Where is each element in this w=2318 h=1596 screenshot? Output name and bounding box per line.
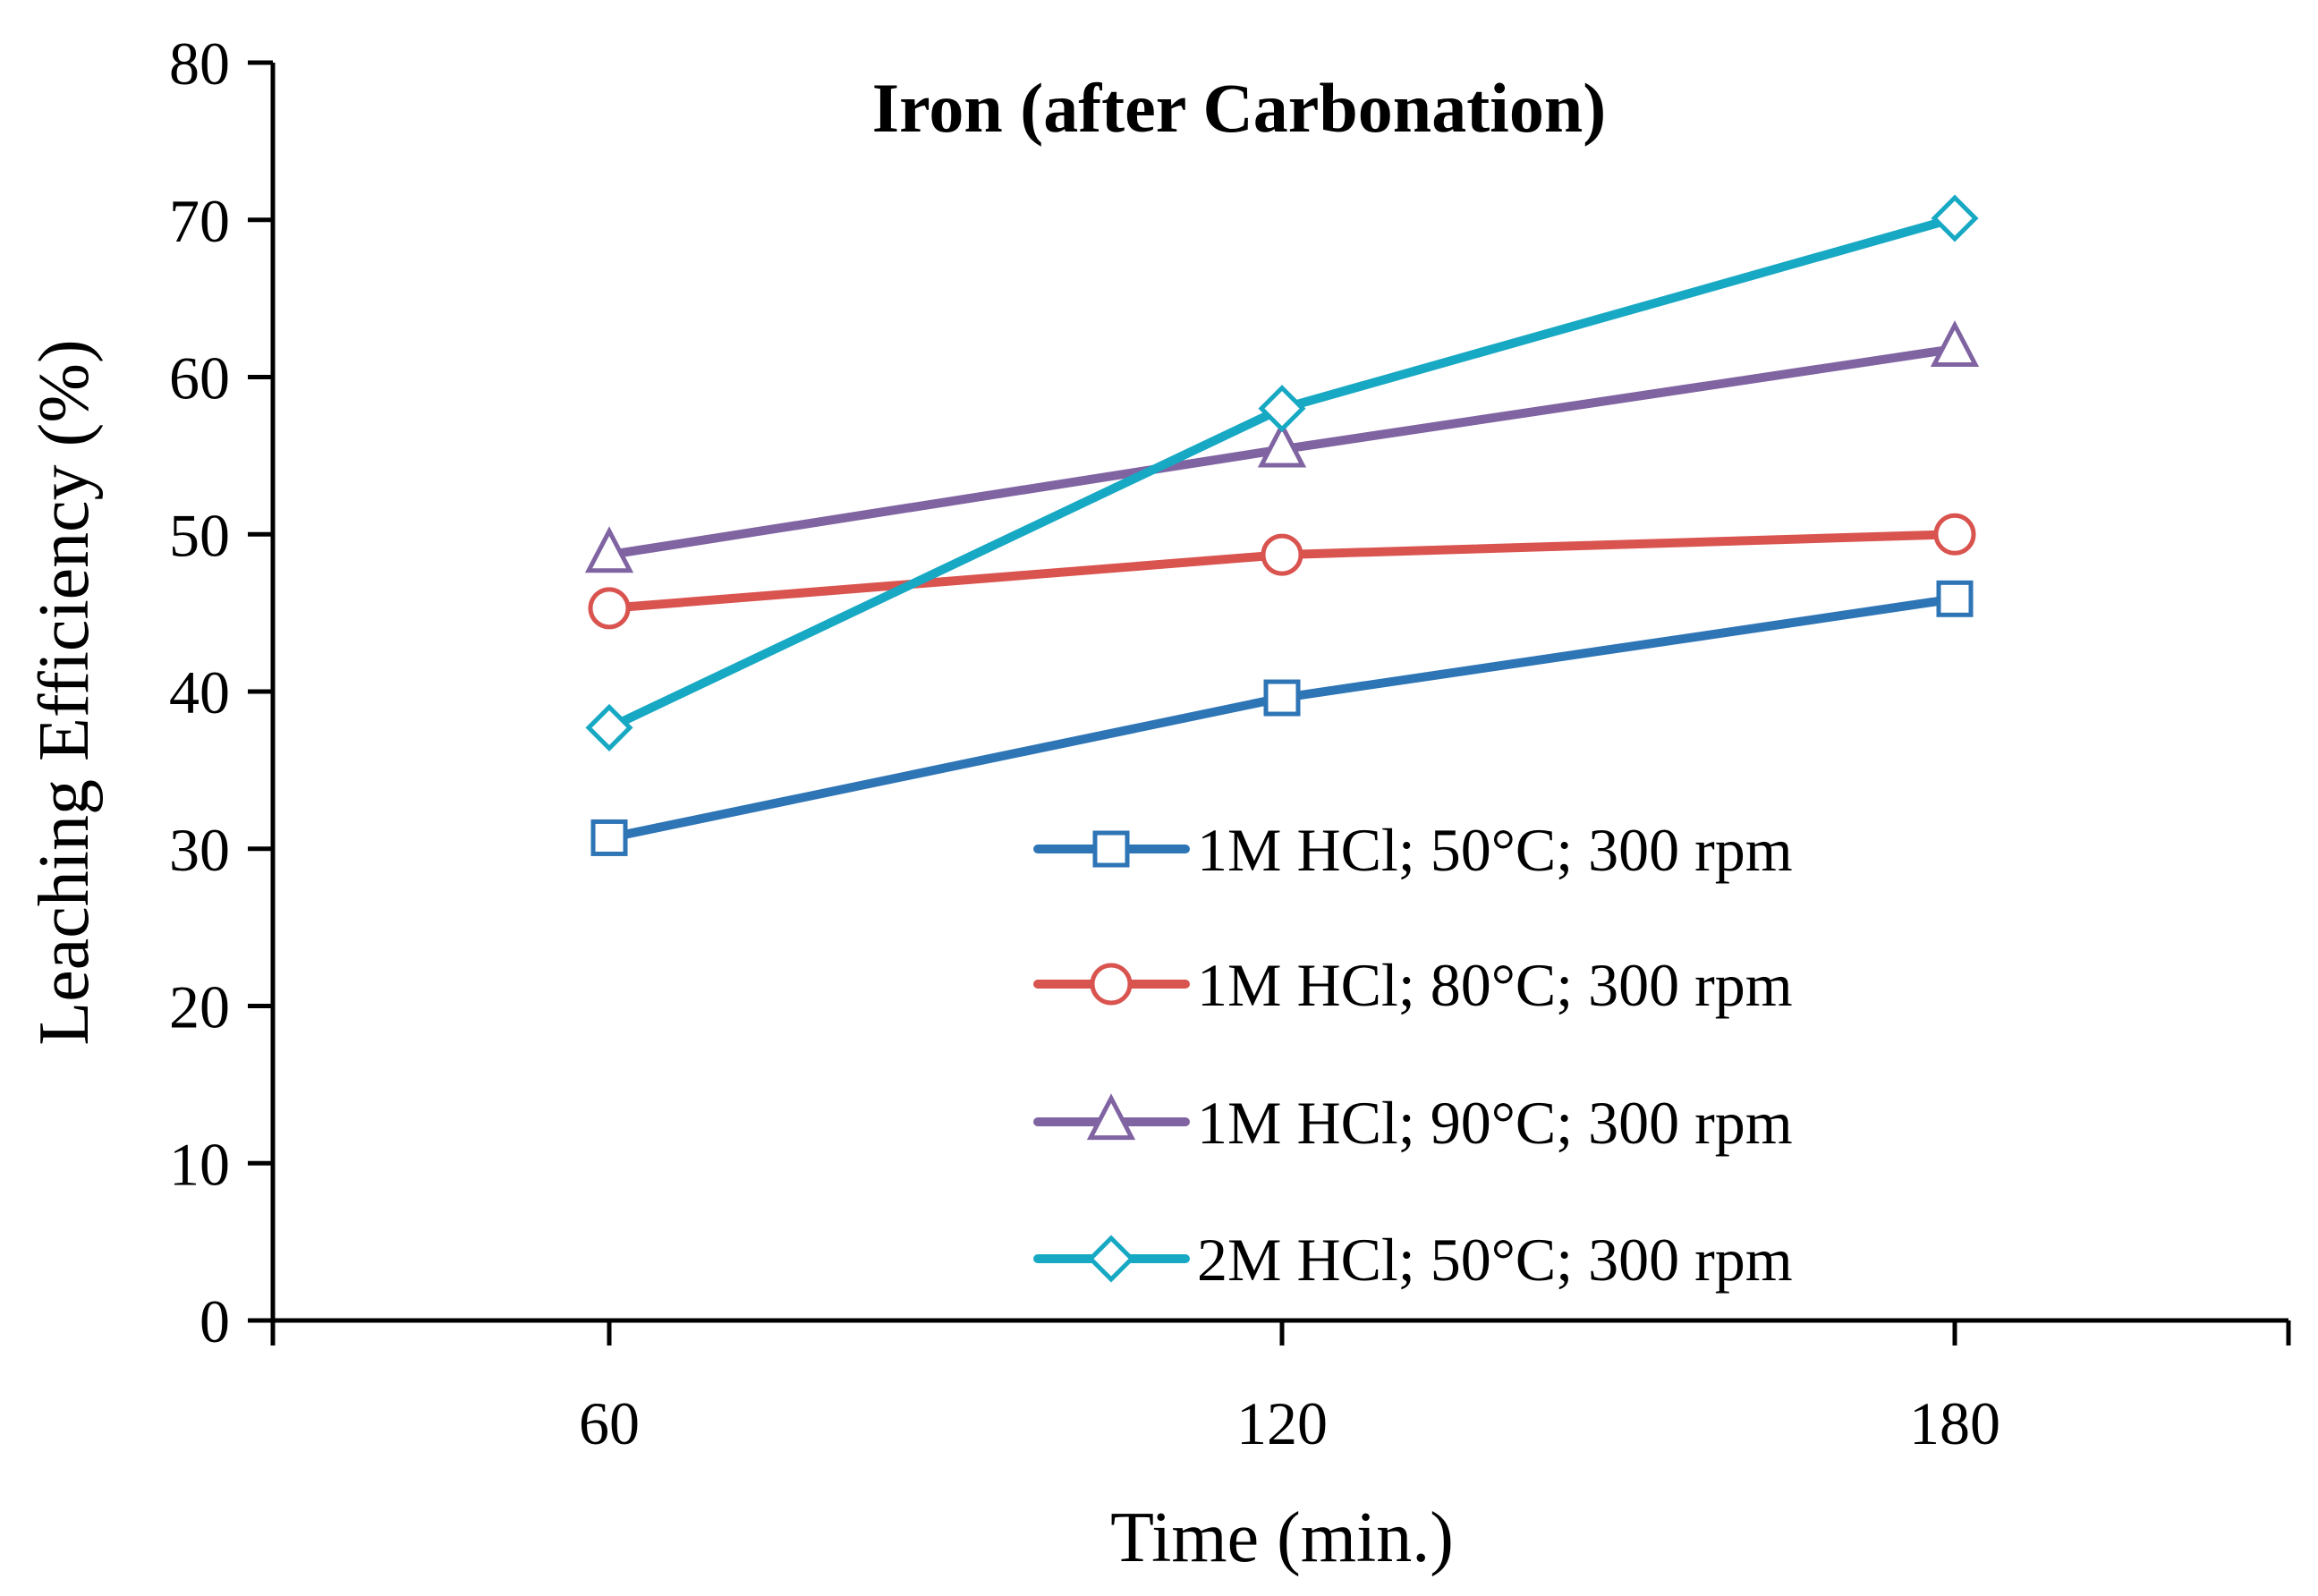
data-point <box>1261 533 1303 576</box>
y-tick-label: 80 <box>169 30 230 98</box>
y-tick-label: 20 <box>169 973 230 1041</box>
y-axis-title: Leaching Efficiency (%) <box>25 339 104 1045</box>
legend-label: 1M HCl; 80°C; 300 rpm <box>1197 951 1793 1019</box>
x-axis-title: Time (min.) <box>1110 1498 1454 1577</box>
data-point <box>590 819 628 856</box>
data-point <box>584 526 634 573</box>
legend-item: 2M HCl; 50°C; 300 rpm <box>1033 1226 1793 1294</box>
y-tick-label: 10 <box>169 1130 230 1198</box>
legend-item: 1M HCl; 90°C; 300 rpm <box>1033 1089 1793 1157</box>
legend-label: 1M HCl; 90°C; 300 rpm <box>1197 1089 1793 1157</box>
series-4-line <box>605 213 1959 733</box>
y-tick-label: 30 <box>169 816 230 884</box>
legend-label: 1M HCl; 50°C; 300 rpm <box>1197 816 1793 884</box>
data-point <box>1930 320 1980 367</box>
series-1 <box>590 580 1974 856</box>
series-2 <box>588 513 1976 630</box>
data-point <box>588 587 631 630</box>
y-tick-label: 40 <box>169 658 230 726</box>
legend-marker <box>1087 1235 1135 1283</box>
legend-marker <box>1086 1093 1136 1141</box>
data-point <box>1933 513 1976 556</box>
data-point <box>1258 385 1306 433</box>
series-lines <box>584 194 1980 856</box>
x-tick-label: 60 <box>579 1389 640 1457</box>
legend-item: 1M HCl; 50°C; 300 rpm <box>1033 816 1793 884</box>
axes: 0 10 20 30 40 50 60 70 80 60 120 180 <box>169 30 2291 1457</box>
y-tick-label: 50 <box>169 501 230 569</box>
legend-label: 2M HCl; 50°C; 300 rpm <box>1197 1226 1793 1294</box>
chart-title: Iron (after Carbonation) <box>872 69 1606 147</box>
data-point <box>1936 580 1974 617</box>
x-tick-label: 120 <box>1236 1389 1328 1457</box>
data-point <box>1257 420 1307 468</box>
y-tick-label: 70 <box>169 187 230 255</box>
legend: 1M HCl; 50°C; 300 rpm 1M HCl; 80°C; 300 r… <box>1033 816 1793 1294</box>
y-tick-label: 0 <box>200 1287 230 1355</box>
series-4 <box>585 194 1979 751</box>
series-3 <box>584 320 1980 573</box>
data-point <box>1931 194 1979 242</box>
legend-marker <box>1090 963 1133 1006</box>
data-point <box>1263 679 1301 717</box>
x-tick-label: 180 <box>1909 1389 2000 1457</box>
legend-marker <box>1092 830 1130 868</box>
data-point <box>585 703 633 751</box>
y-tick-label: 60 <box>169 344 230 412</box>
legend-item: 1M HCl; 80°C; 300 rpm <box>1033 951 1793 1019</box>
